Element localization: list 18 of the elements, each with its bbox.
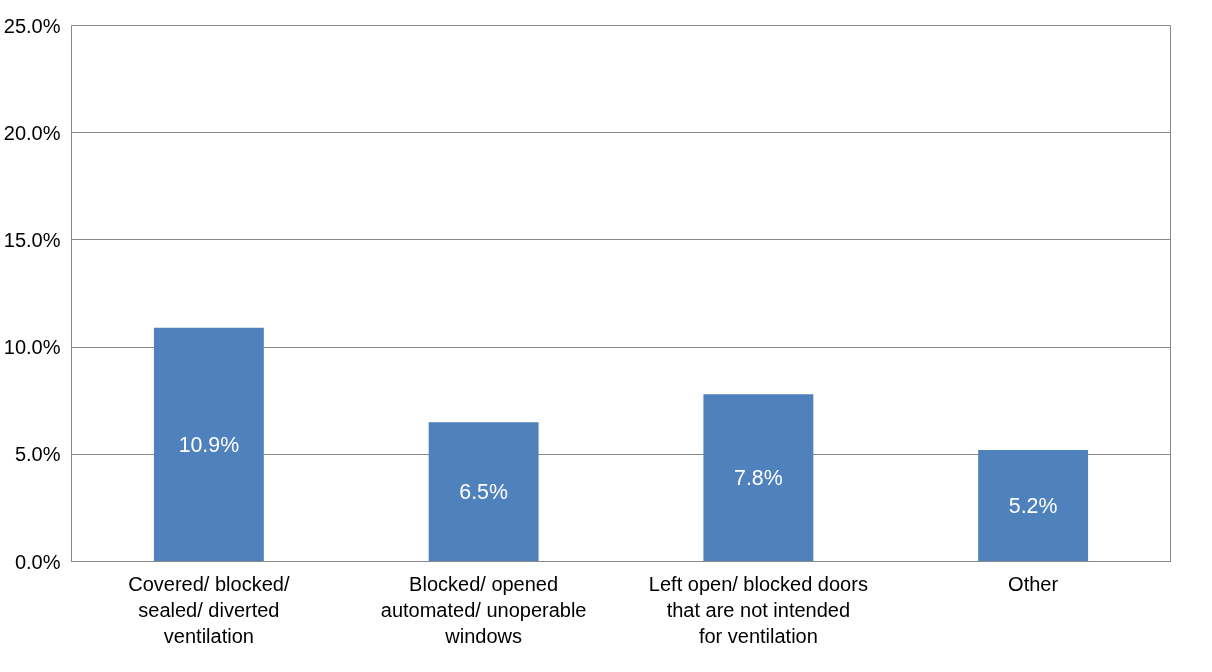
y-tick-label: 0.0% <box>14 550 61 573</box>
x-tick-label: Other <box>1008 572 1059 595</box>
y-tick-label: 25.0% <box>3 14 61 37</box>
bar <box>703 394 814 562</box>
data-label: 5.2% <box>1008 493 1058 518</box>
bar <box>428 422 539 562</box>
bar <box>153 327 264 562</box>
bar <box>978 450 1089 562</box>
x-tick-label: Blocked/ opened automated/ unoperable windows <box>380 572 587 648</box>
data-label: 7.8% <box>734 465 783 490</box>
y-tick-label: 10.0% <box>3 336 61 359</box>
data-label: 10.9% <box>178 432 240 457</box>
x-tick-label: Left open/ blocked doors that are not intended for ventilation <box>648 572 868 648</box>
y-tick-label: 5.0% <box>14 443 61 466</box>
x-tick-label: Covered/ blocked/ sealed/ diverted ventilation <box>128 572 290 648</box>
y-tick-label: 15.0% <box>3 228 61 251</box>
y-tick-label: 20.0% <box>3 121 61 144</box>
data-label: 6.5% <box>459 479 508 504</box>
